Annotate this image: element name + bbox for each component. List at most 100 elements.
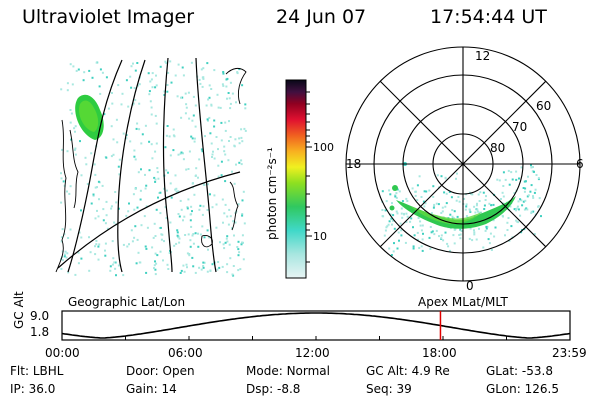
speckle-dot — [168, 135, 171, 138]
speckle-dot — [224, 241, 227, 244]
speckle-dot — [133, 149, 136, 152]
speckle-dot — [209, 132, 212, 135]
speckle-dot — [226, 97, 228, 100]
info-flt: Flt: LBHL — [10, 364, 64, 378]
speckle-dot — [471, 239, 474, 242]
speckle-dot — [134, 225, 137, 228]
speckle-dot — [410, 217, 413, 220]
speckle-dot — [95, 61, 98, 64]
speckle-dot — [492, 219, 495, 222]
speckle-dot — [163, 94, 166, 96]
info-glon: GLon: 126.5 — [486, 382, 559, 396]
speckle-dot — [194, 271, 197, 274]
speckle-dot — [238, 142, 241, 145]
speckle-dot — [232, 220, 235, 223]
speckle-dot — [455, 177, 457, 180]
speckle-dot — [77, 251, 80, 254]
speckle-dot — [478, 211, 481, 214]
speckle-dot — [388, 220, 391, 223]
speckle-dot — [138, 128, 141, 131]
speckle-dot — [154, 260, 156, 263]
speckle-dot — [241, 84, 244, 87]
speckle-dot — [125, 137, 128, 140]
speckle-dot — [185, 103, 188, 106]
speckle-dot — [241, 199, 244, 202]
speckle-dot — [150, 113, 153, 116]
speckle-dot — [440, 212, 443, 214]
info-seq: Seq: 39 — [366, 382, 412, 396]
speckle-dot — [169, 182, 172, 185]
speckle-dot — [141, 133, 144, 136]
speckle-dot — [225, 85, 228, 88]
speckle-dot — [137, 251, 140, 254]
speckle-dot — [114, 261, 117, 264]
speckle-dot — [154, 86, 157, 89]
speckle-dot — [422, 200, 425, 203]
speckle-dot — [199, 233, 202, 236]
time-label: 17:54:44 UT — [430, 6, 547, 28]
speckle-dot — [210, 142, 213, 145]
speckle-dot — [490, 204, 493, 207]
speckle-dot — [235, 163, 237, 166]
speckle-dot — [112, 138, 115, 141]
speckle-dot — [80, 236, 83, 239]
speckle-dot — [510, 225, 513, 228]
speckle-dot — [95, 243, 98, 246]
speckle-dot — [390, 217, 393, 220]
speckle-dot — [530, 166, 533, 169]
speckle-dot — [135, 127, 138, 130]
speckle-dot — [432, 185, 435, 188]
speckle-dot — [202, 67, 205, 70]
speckle-dot — [69, 228, 72, 231]
speckle-dot — [172, 134, 175, 137]
speckle-dot — [416, 231, 419, 234]
altitude-strip — [61, 310, 571, 341]
aurora-blob — [389, 205, 395, 211]
speckle-dot — [188, 117, 191, 120]
speckle-dot — [175, 187, 178, 190]
speckle-dot — [224, 203, 227, 206]
speckle-dot — [527, 175, 529, 178]
speckle-dot — [154, 178, 157, 181]
speckle-dot — [219, 106, 222, 109]
speckle-dot — [133, 87, 136, 89]
speckle-dot — [63, 253, 66, 256]
speckle-dot — [60, 201, 63, 204]
speckle-dot — [443, 191, 446, 194]
lat-label-80: 80 — [490, 141, 505, 155]
speckle-dot — [238, 68, 241, 71]
speckle-dot — [227, 223, 230, 226]
speckle-dot — [229, 136, 232, 138]
speckle-dot — [510, 171, 513, 174]
speckle-dot — [130, 86, 133, 89]
speckle-dot — [187, 198, 190, 201]
speckle-dot — [117, 264, 120, 267]
speckle-dot — [416, 184, 419, 187]
speckle-dot — [116, 141, 119, 144]
speckle-dot — [521, 204, 524, 207]
speckle-dot — [515, 207, 518, 210]
speckle-dot — [96, 186, 98, 189]
speckle-dot — [97, 258, 100, 261]
speckle-dot — [85, 163, 88, 166]
speckle-dot — [392, 250, 395, 253]
speckle-dot — [216, 93, 219, 96]
speckle-dot — [92, 194, 95, 197]
speckle-dot — [217, 106, 220, 109]
speckle-dot — [388, 189, 391, 192]
speckle-dot — [538, 197, 541, 200]
speckle-dot — [524, 199, 527, 202]
speckle-dot — [186, 252, 189, 255]
speckle-dot — [243, 127, 246, 130]
speckle-dot — [181, 96, 184, 99]
speckle-dot — [211, 156, 213, 158]
speckle-dot — [228, 120, 230, 123]
speckle-dot — [516, 205, 519, 208]
speckle-dot — [83, 71, 86, 74]
speckle-dot — [164, 206, 167, 209]
speckle-dot — [166, 263, 169, 266]
speckle-dot — [535, 174, 538, 176]
speckle-dot — [197, 245, 200, 248]
speckle-dot — [111, 263, 114, 266]
speckle-dot — [207, 183, 209, 186]
